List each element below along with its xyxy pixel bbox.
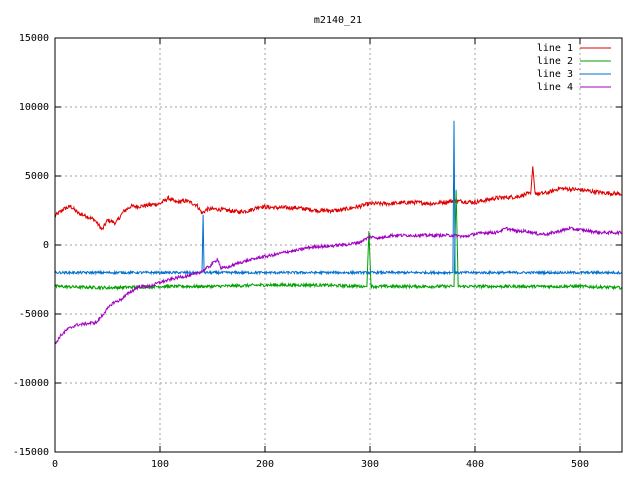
series-line-2	[54, 189, 623, 291]
series-line-1	[54, 166, 623, 231]
legend-label: line 4	[537, 82, 573, 93]
chart-title: m2140_21	[314, 15, 362, 26]
grid	[55, 38, 622, 452]
series-line-4	[54, 225, 623, 345]
x-tick-label: 100	[151, 459, 169, 470]
y-tick-label: -15000	[13, 447, 49, 458]
series-line-3	[54, 120, 622, 276]
x-tick-label: 200	[256, 459, 274, 470]
y-tick-label: 0	[43, 240, 49, 251]
y-tick-label: 5000	[25, 171, 49, 182]
y-tick-label: 15000	[19, 33, 49, 44]
legend: line 1 line 2 line 3 line 4	[537, 43, 611, 93]
x-tick-label: 0	[52, 459, 58, 470]
legend-label: line 1	[537, 43, 573, 54]
legend-label: line 3	[537, 69, 573, 80]
legend-label: line 2	[537, 56, 573, 67]
x-tick-label: 500	[571, 459, 589, 470]
y-tick-label: -5000	[19, 309, 49, 320]
x-tick-label: 300	[361, 459, 379, 470]
ticks: -15000 -10000 -5000 0 5000 10000 15000 0 100 200 3…	[13, 33, 622, 470]
y-tick-label: -10000	[13, 378, 49, 389]
x-tick-label: 400	[466, 459, 484, 470]
y-tick-label: 10000	[19, 102, 49, 113]
series-lines	[54, 120, 623, 345]
